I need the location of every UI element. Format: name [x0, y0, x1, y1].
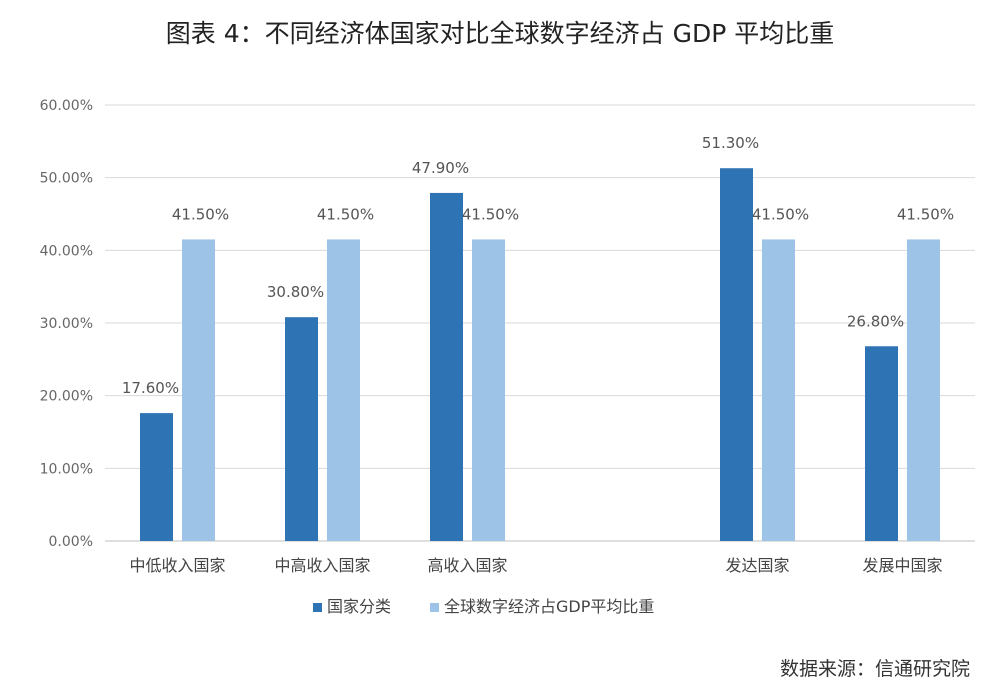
data-label: 51.30% — [702, 134, 759, 152]
legend-label: 全球数字经济占GDP平均比重 — [444, 597, 654, 616]
x-category-label: 中高收入国家 — [274, 556, 370, 575]
legend-swatch — [430, 603, 439, 612]
data-label: 26.80% — [847, 312, 904, 330]
data-label: 41.50% — [752, 205, 809, 223]
bar — [140, 413, 173, 541]
data-label: 41.50% — [462, 205, 519, 223]
bar — [472, 239, 505, 541]
legend-label: 国家分类 — [327, 597, 391, 616]
x-category-label: 中低收入国家 — [129, 556, 225, 575]
data-source-note: 数据来源：信通研究院 — [779, 658, 970, 680]
y-tick-label: 0.00% — [49, 534, 93, 550]
x-category-label: 发达国家 — [725, 556, 789, 575]
x-category-label: 高收入国家 — [427, 556, 507, 575]
bar — [865, 346, 898, 541]
bar — [430, 192, 463, 541]
data-label: 41.50% — [172, 205, 229, 223]
data-label: 30.80% — [267, 283, 324, 301]
data-label: 41.50% — [897, 205, 954, 223]
bar — [285, 317, 318, 541]
y-tick-label: 10.00% — [40, 461, 93, 477]
data-label: 41.50% — [317, 205, 374, 223]
bar — [907, 239, 940, 541]
data-label: 47.90% — [412, 159, 469, 177]
y-tick-label: 30.00% — [40, 316, 93, 332]
bar — [720, 168, 753, 541]
data-label: 17.60% — [122, 379, 179, 397]
bar — [762, 239, 795, 541]
y-tick-label: 60.00% — [40, 98, 93, 114]
legend-swatch — [313, 603, 322, 612]
y-tick-label: 40.00% — [40, 243, 93, 259]
x-category-label: 发展中国家 — [862, 556, 942, 575]
y-tick-label: 50.00% — [40, 171, 93, 187]
bar — [182, 239, 215, 541]
chart-title: 图表 4：不同经济体国家对比全球数字经济占 GDP 平均比重 — [165, 19, 835, 48]
y-tick-label: 20.00% — [40, 389, 93, 405]
bar — [327, 239, 360, 541]
